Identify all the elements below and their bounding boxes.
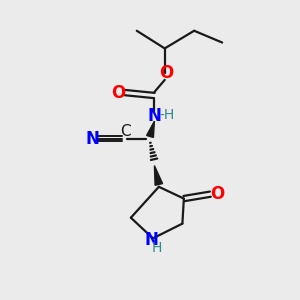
Text: -H: -H (159, 108, 174, 122)
Text: C: C (121, 124, 131, 139)
Text: N: N (148, 107, 161, 125)
Text: H: H (151, 241, 162, 255)
Text: O: O (159, 64, 173, 82)
Text: O: O (210, 185, 224, 203)
Polygon shape (154, 166, 163, 185)
Text: N: N (145, 231, 158, 249)
Text: N: N (85, 130, 100, 148)
Text: O: O (111, 84, 126, 102)
Polygon shape (147, 121, 154, 137)
